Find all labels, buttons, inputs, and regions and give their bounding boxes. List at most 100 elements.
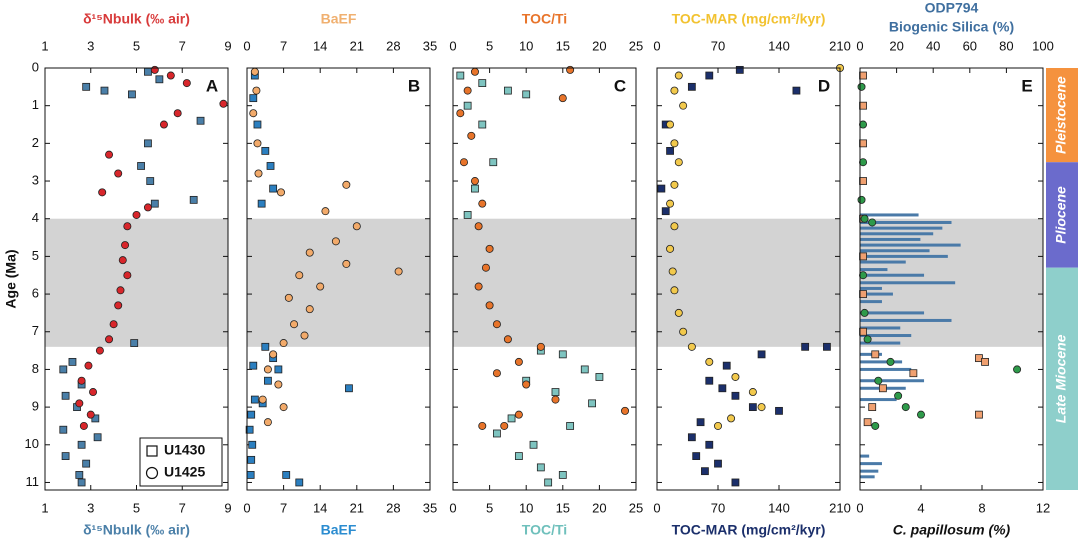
point	[467, 131, 476, 140]
point	[305, 305, 314, 314]
point	[261, 342, 270, 351]
point	[1013, 365, 1022, 374]
point	[118, 256, 127, 265]
point	[247, 410, 256, 419]
point	[342, 259, 351, 268]
point	[264, 376, 272, 385]
point	[687, 433, 696, 442]
point	[687, 82, 696, 91]
point	[77, 440, 86, 449]
point	[529, 440, 538, 449]
point	[666, 244, 675, 253]
point	[269, 350, 278, 359]
point	[219, 99, 228, 108]
x-tick-label: 80	[999, 38, 1013, 53]
y-tick-label: 11	[26, 474, 40, 489]
point	[249, 94, 258, 103]
point	[674, 71, 683, 80]
bar	[860, 318, 952, 322]
x-tick-label: 5	[133, 500, 140, 515]
point	[253, 120, 262, 129]
point	[757, 403, 766, 412]
point	[481, 263, 490, 272]
point	[748, 403, 757, 412]
point	[263, 365, 272, 374]
x-axis-label: TOC-MAR (mg/cm²/kyr)	[672, 522, 826, 538]
point	[305, 248, 314, 257]
bar	[860, 232, 934, 236]
point	[679, 101, 688, 110]
point	[894, 391, 903, 400]
point	[144, 139, 152, 148]
point	[580, 365, 589, 374]
point	[522, 380, 531, 389]
point	[859, 101, 867, 110]
x-tick-label: 140	[768, 500, 790, 515]
point	[666, 146, 674, 155]
point	[61, 391, 70, 400]
point	[666, 120, 675, 129]
shaded-interval	[45, 218, 228, 347]
shaded-interval	[657, 218, 840, 347]
x-tick-label: 10	[519, 38, 533, 53]
point	[558, 350, 567, 359]
point	[342, 180, 351, 189]
point	[668, 267, 677, 276]
point	[493, 429, 501, 438]
point	[150, 199, 159, 208]
point	[166, 71, 175, 80]
x-tick-label: 7	[280, 500, 287, 515]
bar	[860, 254, 948, 258]
point	[250, 395, 259, 404]
point	[331, 237, 340, 246]
point	[274, 365, 283, 374]
point	[245, 425, 254, 434]
point	[859, 120, 868, 129]
point	[566, 422, 575, 430]
bar	[860, 475, 875, 479]
point	[95, 346, 104, 355]
point	[86, 410, 95, 419]
point	[823, 342, 831, 351]
point	[266, 162, 275, 170]
point	[253, 139, 262, 148]
panel-letter: E	[1021, 76, 1032, 95]
point	[471, 184, 479, 193]
point	[123, 222, 132, 231]
point	[731, 478, 740, 487]
point	[258, 395, 267, 404]
point	[345, 384, 353, 393]
panel-letter: D	[818, 76, 830, 95]
point	[666, 199, 675, 208]
point	[77, 478, 86, 487]
bar	[860, 213, 919, 217]
point	[269, 184, 278, 193]
point	[595, 373, 604, 381]
point	[128, 90, 136, 99]
bar	[860, 367, 912, 371]
legend-label: U1425	[164, 464, 205, 480]
x-tick-label: 0	[856, 500, 863, 515]
point	[503, 335, 512, 344]
point	[478, 79, 487, 87]
point	[478, 421, 487, 430]
point	[701, 467, 709, 476]
point	[485, 301, 494, 310]
point	[98, 188, 107, 197]
x-tick-label: 4	[917, 500, 924, 515]
point	[79, 421, 88, 430]
point	[705, 357, 714, 366]
point	[130, 339, 139, 347]
y-tick-label: 4	[32, 210, 39, 225]
point	[514, 452, 523, 460]
point	[522, 90, 531, 99]
point	[718, 384, 727, 393]
shaded-interval	[453, 218, 636, 347]
point	[670, 286, 679, 295]
point	[670, 180, 679, 189]
x-tick-label: 28	[386, 38, 400, 53]
point	[863, 335, 872, 344]
x-tick-label: 0	[449, 500, 456, 515]
bar	[860, 360, 903, 364]
point	[59, 365, 68, 374]
